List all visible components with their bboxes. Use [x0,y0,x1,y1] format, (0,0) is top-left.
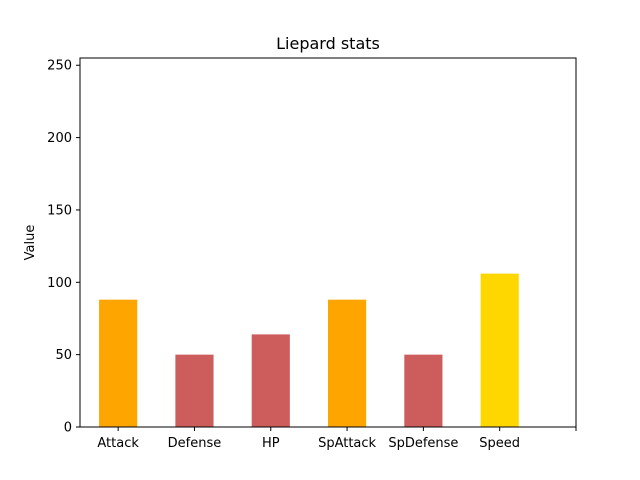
y-axis-ticks: 0 50 100 150 200 250 [47,59,80,436]
y-axis-label: Value [23,225,38,261]
x-tick-label: Speed [479,436,520,451]
x-tick-label: Attack [97,436,139,451]
y-tick-label: 150 [47,203,72,218]
bar-spattack [328,299,367,427]
x-tick-label: HP [262,436,280,451]
y-tick-label: 0 [64,421,72,436]
y-tick-label: 200 [47,131,72,146]
y-tick-label: 250 [47,59,72,74]
chart-title: Liepard stats [276,34,380,53]
bar-attack [99,299,138,427]
bars-group [99,273,519,427]
x-tick-label: Defense [168,436,222,451]
bar-speed [480,273,519,427]
y-tick-label: 50 [55,348,72,363]
x-tick-label: SpAttack [318,436,376,451]
x-tick-label: SpDefense [388,436,458,451]
x-axis-ticks: Attack Defense HP SpAttack SpDefense Speed [97,427,577,451]
y-tick-label: 100 [47,276,72,291]
bar-defense [175,354,214,427]
bar-spdefense [404,354,443,427]
bar-hp [251,334,290,427]
plot-frame [79,57,577,428]
